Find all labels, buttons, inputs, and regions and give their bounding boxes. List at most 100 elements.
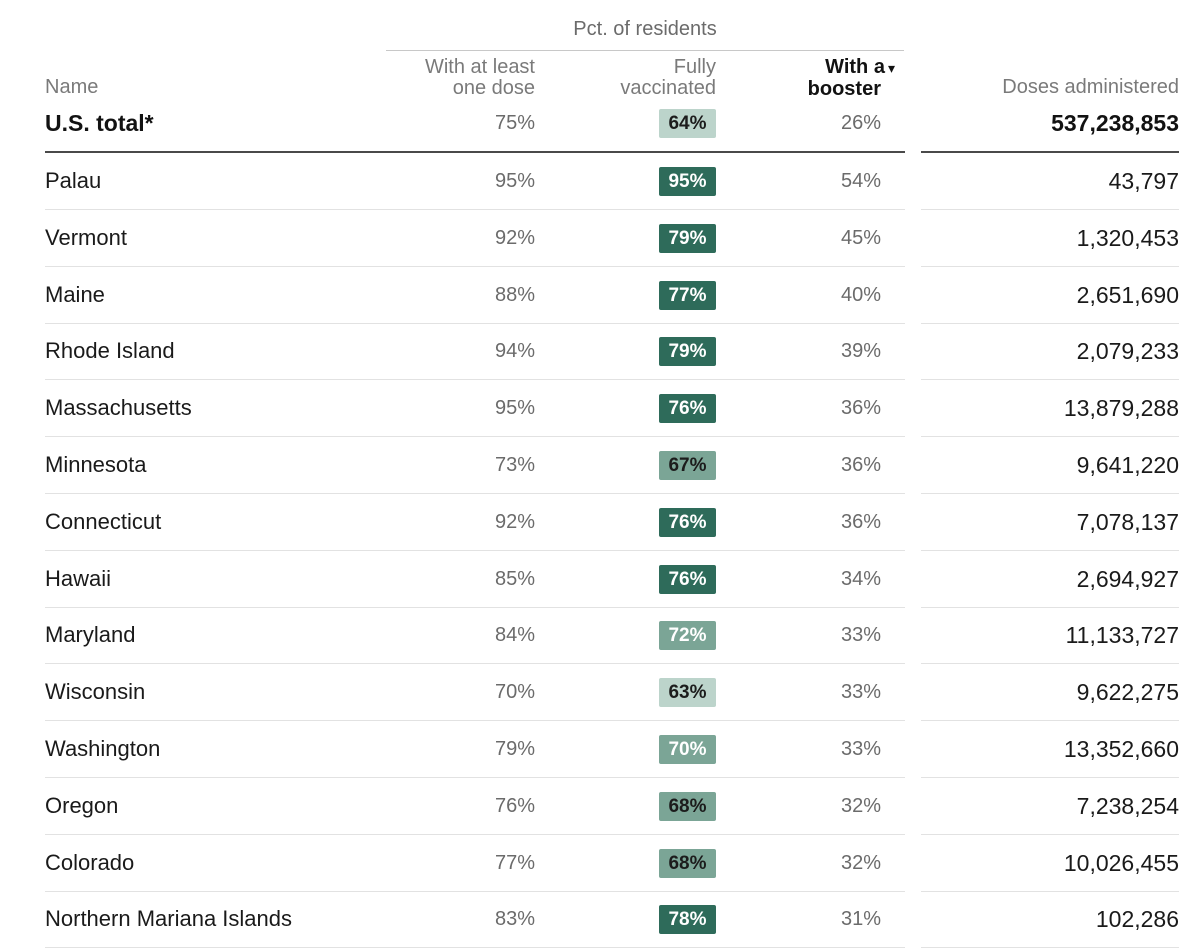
total-row-fully-vaccinated-badge: 64% — [659, 109, 716, 138]
row-name: Connecticut — [45, 508, 162, 534]
row-name: Washington — [45, 736, 161, 761]
table-row: Washington 79% 70% 33% 13,352,660 — [0, 721, 1200, 778]
row-booster: 36% — [840, 397, 881, 420]
row-at-least-one-dose: 83% — [494, 908, 535, 931]
table-row: Hawaii 85% 76% 34% 2,694,927 — [0, 551, 1200, 608]
row-doses-administered: 7,078,137 — [1076, 508, 1179, 535]
row-fully-vaccinated-badge: 95% — [659, 167, 716, 196]
row-fully-vaccinated-badge: 79% — [659, 223, 716, 253]
column-header-at-least-one-dose-line1: With at least — [424, 56, 535, 78]
row-booster: 33% — [840, 624, 881, 647]
table-row: Massachusetts 95% 76% 36% 13,879,288 — [0, 380, 1200, 438]
total-row-at-least-one-dose: 75% — [494, 112, 535, 134]
row-booster: 39% — [840, 340, 881, 363]
column-header-booster[interactable]: With a ▾ booster — [808, 57, 895, 100]
total-row-name: U.S. total* — [45, 110, 154, 136]
row-divider-left — [45, 777, 905, 778]
row-divider-left — [45, 493, 905, 494]
row-at-least-one-dose: 88% — [494, 283, 535, 306]
row-name: Colorado — [45, 849, 135, 875]
row-doses-administered: 9,641,220 — [1076, 452, 1179, 478]
row-booster: 33% — [840, 681, 881, 704]
row-booster: 32% — [840, 794, 881, 817]
column-header-at-least-one-dose[interactable]: With at least one dose — [425, 57, 535, 99]
row-divider-left — [45, 833, 905, 835]
row-fully-vaccinated-badge: 76% — [659, 564, 716, 594]
row-divider-right — [921, 436, 1179, 438]
table-row: Minnesota 73% 67% 36% 9,641,220 — [0, 437, 1200, 494]
row-divider-left — [45, 436, 905, 438]
row-doses-administered: 7,238,254 — [1076, 792, 1179, 819]
row-fully-vaccinated-badge: 68% — [659, 848, 716, 878]
row-divider-right — [921, 663, 1179, 665]
row-at-least-one-dose: 94% — [494, 340, 535, 363]
header-rule-left — [45, 151, 905, 153]
row-divider-right — [921, 606, 1179, 608]
row-at-least-one-dose: 77% — [494, 851, 535, 874]
row-fully-vaccinated-badge: 77% — [659, 280, 716, 310]
column-header-doses-administered[interactable]: Doses administered — [1002, 76, 1179, 98]
header-rule-right — [921, 151, 1179, 153]
column-header-at-least-one-dose-line2: one dose — [452, 77, 535, 99]
sort-descending-icon: ▾ — [887, 60, 895, 76]
row-at-least-one-dose: 85% — [494, 567, 535, 590]
row-divider-left — [45, 890, 905, 892]
row-booster: 36% — [840, 510, 881, 533]
row-name: Wisconsin — [45, 679, 146, 705]
row-name: Massachusetts — [45, 395, 192, 421]
row-divider-left — [45, 379, 905, 381]
row-booster: 54% — [840, 170, 881, 192]
row-doses-administered: 2,694,927 — [1076, 565, 1179, 592]
row-at-least-one-dose: 73% — [494, 454, 535, 476]
row-doses-administered: 43,797 — [1108, 168, 1179, 194]
row-doses-administered: 13,352,660 — [1063, 736, 1179, 762]
row-booster: 40% — [840, 283, 881, 306]
row-divider-right — [921, 209, 1179, 210]
row-divider-left — [45, 322, 905, 324]
row-divider-right — [921, 549, 1179, 551]
row-divider-right — [921, 265, 1179, 267]
table-row: Connecticut 92% 76% 36% 7,078,137 — [0, 494, 1200, 551]
row-fully-vaccinated-badge: 76% — [659, 507, 716, 537]
row-divider-left — [45, 265, 905, 267]
total-row-doses-administered: 537,238,853 — [1051, 110, 1179, 136]
row-booster: 31% — [840, 908, 881, 931]
row-name: Vermont — [45, 224, 127, 250]
table-row: Palau 95% 95% 54% 43,797 — [0, 153, 1200, 210]
table-row: Maryland 84% 72% 33% 11,133,727 — [0, 607, 1200, 665]
total-row-booster: 26% — [840, 112, 881, 134]
row-doses-administered: 13,879,288 — [1063, 395, 1179, 422]
row-name: Hawaii — [45, 565, 112, 591]
row-at-least-one-dose: 92% — [494, 510, 535, 533]
row-divider-left — [45, 549, 905, 551]
row-doses-administered: 2,079,233 — [1076, 338, 1179, 365]
column-group-rule — [386, 50, 904, 51]
row-fully-vaccinated-badge: 63% — [659, 678, 716, 708]
table-row: Wisconsin 70% 63% 33% 9,622,275 — [0, 664, 1200, 722]
row-name: Palau — [45, 168, 102, 193]
table-row: Northern Mariana Islands 83% 78% 31% 102,286 — [0, 891, 1200, 949]
row-divider-right — [921, 322, 1179, 324]
row-at-least-one-dose: 79% — [494, 738, 535, 760]
table-row: Colorado 77% 68% 32% 10,026,455 — [0, 835, 1200, 892]
row-doses-administered: 1,320,453 — [1076, 224, 1179, 251]
row-doses-administered: 9,622,275 — [1076, 679, 1179, 706]
table-row: Vermont 92% 79% 45% 1,320,453 — [0, 210, 1200, 267]
column-header-fully-vaccinated[interactable]: Fully vaccinated — [620, 57, 716, 99]
row-divider-right — [921, 493, 1179, 494]
row-fully-vaccinated-badge: 78% — [659, 905, 716, 935]
row-at-least-one-dose: 76% — [494, 794, 535, 817]
row-fully-vaccinated-badge: 72% — [659, 621, 716, 651]
row-divider-right — [921, 379, 1179, 381]
row-divider-left — [45, 720, 905, 722]
row-doses-administered: 102,286 — [1095, 906, 1179, 933]
row-divider-left — [45, 209, 905, 210]
row-name: Maryland — [45, 622, 136, 648]
row-divider-right — [921, 720, 1179, 722]
row-divider-right — [921, 890, 1179, 892]
row-at-least-one-dose: 84% — [494, 624, 535, 647]
row-name: Northern Mariana Islands — [45, 906, 293, 932]
row-fully-vaccinated-badge: 70% — [659, 735, 716, 764]
row-fully-vaccinated-badge: 79% — [659, 337, 716, 367]
column-header-name[interactable]: Name — [45, 76, 99, 98]
